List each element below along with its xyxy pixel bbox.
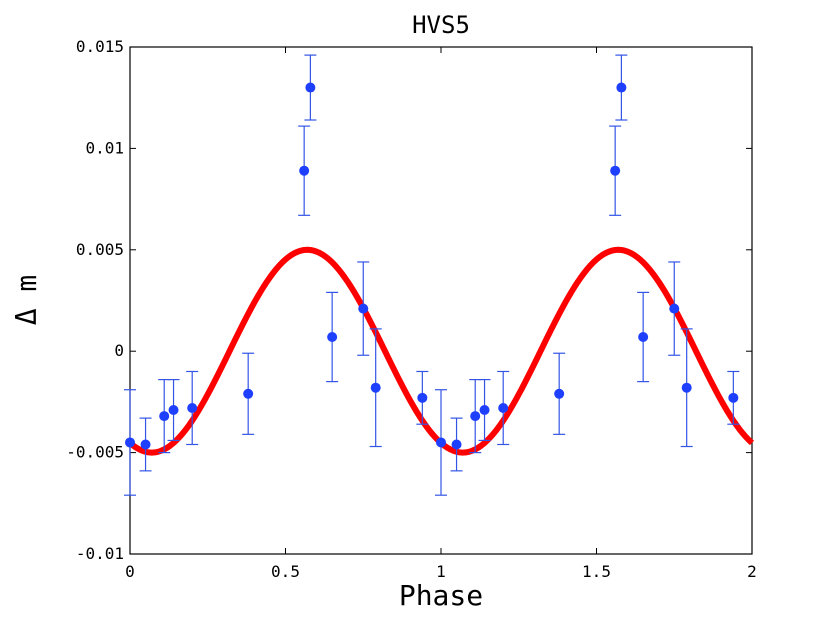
data-point bbox=[140, 439, 151, 450]
data-point bbox=[638, 332, 649, 343]
x-tick-label: 1.5 bbox=[582, 562, 611, 581]
data-point bbox=[669, 303, 680, 314]
data-point bbox=[470, 411, 481, 422]
data-points-layer bbox=[125, 82, 739, 450]
data-point bbox=[554, 388, 565, 399]
data-point bbox=[299, 165, 310, 176]
y-tick-label: 0.015 bbox=[76, 37, 124, 56]
axis-ticks: 0 0.5 1 1.5 2 -0.01 -0.005 0 0.005 0.01 0.015 bbox=[66, 37, 757, 581]
data-point bbox=[479, 405, 490, 416]
y-tick-label: -0.01 bbox=[76, 544, 124, 563]
x-tick-label: 2 bbox=[747, 562, 757, 581]
data-point bbox=[728, 392, 739, 403]
data-point bbox=[327, 332, 338, 343]
y-tick-label: -0.005 bbox=[66, 443, 124, 462]
y-tick-label: 0.01 bbox=[85, 138, 124, 157]
data-point bbox=[125, 437, 135, 448]
data-point bbox=[498, 402, 509, 413]
x-tick-label: 1 bbox=[436, 562, 446, 581]
data-point bbox=[616, 82, 627, 93]
data-point bbox=[168, 405, 179, 416]
data-point bbox=[305, 82, 316, 93]
data-point bbox=[358, 303, 369, 314]
data-point bbox=[243, 388, 254, 399]
x-tick-label: 0.5 bbox=[271, 562, 300, 581]
chart-title: HVS5 bbox=[412, 11, 470, 39]
data-point bbox=[370, 382, 381, 393]
y-tick-label: 0 bbox=[114, 341, 124, 360]
data-point bbox=[610, 165, 621, 176]
y-axis-title: Δ m bbox=[10, 275, 43, 326]
data-point bbox=[451, 439, 462, 450]
x-axis-title: Phase bbox=[399, 579, 483, 612]
data-point bbox=[417, 392, 428, 403]
data-point bbox=[436, 437, 446, 448]
data-point bbox=[159, 411, 170, 422]
y-tick-label: 0.005 bbox=[76, 240, 124, 259]
data-point bbox=[681, 382, 692, 393]
x-tick-label: 0 bbox=[125, 562, 135, 581]
data-point bbox=[187, 402, 198, 413]
